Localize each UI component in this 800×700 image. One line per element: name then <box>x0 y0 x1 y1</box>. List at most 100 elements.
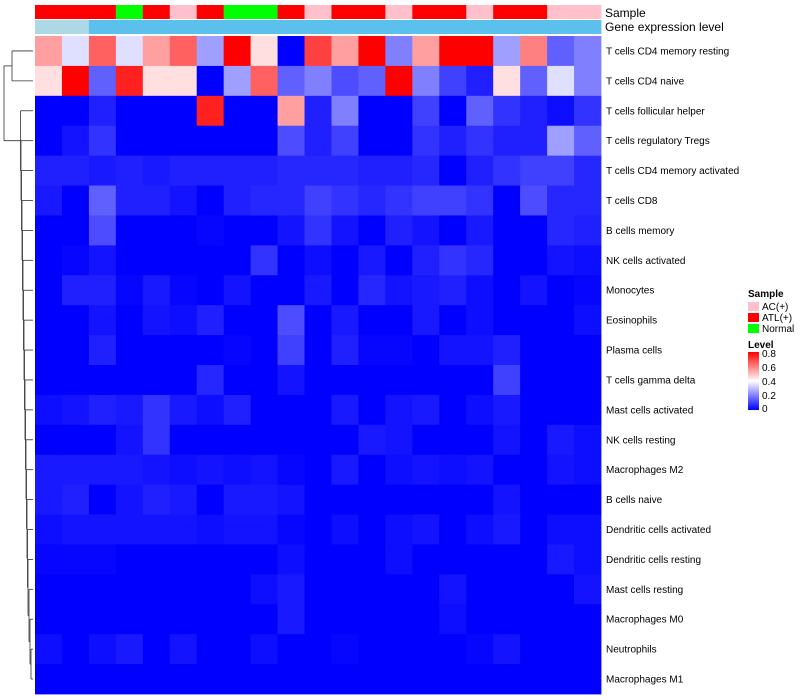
heatmap-cell-t-cells-cd8-15 <box>412 185 440 216</box>
heatmap-cell-macrophages-m0-19 <box>520 604 548 635</box>
heatmap-cell-t-cells-cd8-6 <box>169 185 198 216</box>
heatmap-cell-dendritic-cells-resting-2 <box>61 544 90 575</box>
heatmap-cell-nk-cells-activated-3 <box>88 245 117 276</box>
heatmap-cell-nk-cells-resting-7 <box>196 424 225 456</box>
heatmap-cell-t-cells-regulatory-tregs-4 <box>115 125 144 157</box>
legend-tick-0.2: 0.2 <box>762 391 776 402</box>
heatmap-cell-mast-cells-resting-13 <box>358 574 386 605</box>
heatmap-cell-t-cells-cd4-naive-11 <box>304 65 332 97</box>
heatmap-cell-nk-cells-activated-5 <box>142 245 171 276</box>
heatmap-cell-t-cells-cd4-memory-resting-19 <box>520 36 548 67</box>
heatmap-cell-macrophages-m1-16 <box>439 664 467 695</box>
expression-annotation-cell <box>466 20 494 34</box>
expression-annotation-cell <box>250 20 278 34</box>
heatmap-cell-t-cells-cd4-memory-activated-1 <box>35 155 63 186</box>
heatmap-cell-mast-cells-activated-12 <box>331 394 359 426</box>
heatmap-cell-t-cells-gamma-delta-6 <box>169 365 198 396</box>
sample-annotation-cell <box>169 5 198 19</box>
heatmap-cell-t-cells-follicular-helper-18 <box>493 95 521 127</box>
heatmap-cell-macrophages-m1-9 <box>250 664 278 695</box>
heatmap-cell-t-cells-cd4-memory-resting-2 <box>61 36 90 67</box>
heatmap-cell-b-cells-memory-10 <box>277 215 305 246</box>
row-label-t-cells-cd4-memory-resting: T cells CD4 memory resting <box>606 46 729 57</box>
legend-tick-0.8: 0.8 <box>762 349 776 360</box>
heatmap-cell-t-cells-cd4-memory-activated-4 <box>115 155 144 186</box>
heatmap-cell-t-cells-gamma-delta-3 <box>88 365 117 396</box>
heatmap-cell-eosinophils-14 <box>385 305 413 336</box>
heatmap-cell-t-cells-cd8-19 <box>520 185 548 216</box>
heatmap-cell-dendritic-cells-resting-18 <box>493 544 521 575</box>
heatmap-cell-nk-cells-resting-19 <box>520 424 548 456</box>
heatmap-cell-macrophages-m1-8 <box>223 664 252 695</box>
heatmap-cell-mast-cells-activated-2 <box>61 394 90 426</box>
heatmap-cell-monocytes-6 <box>169 275 198 306</box>
heatmap-cell-macrophages-m1-3 <box>88 664 117 695</box>
heatmap-cell-dendritic-cells-activated-19 <box>520 514 548 545</box>
heatmap-cell-macrophages-m1-13 <box>358 664 386 695</box>
row-dendrogram <box>3 50 33 680</box>
sample-annotation-cell <box>358 5 386 19</box>
legend-title-sample: Sample <box>748 289 784 300</box>
expression-annotation-cell <box>547 20 575 34</box>
heatmap-cell-b-cells-naive-13 <box>358 484 386 515</box>
heatmap-cell-neutrophils-17 <box>466 634 494 665</box>
heatmap-cell-t-cells-cd4-memory-activated-21 <box>574 155 602 186</box>
heatmap-cell-mast-cells-resting-15 <box>412 574 440 605</box>
legend-label-normal: Normal <box>762 324 794 335</box>
sample-annotation-cell <box>493 5 521 19</box>
heatmap-cell-eosinophils-6 <box>169 305 198 336</box>
heatmap-cell-nk-cells-activated-10 <box>277 245 305 276</box>
heatmap-cell-monocytes-16 <box>439 275 467 306</box>
heatmap-cell-mast-cells-resting-20 <box>547 574 575 605</box>
heatmap-cell-neutrophils-6 <box>169 634 198 665</box>
heatmap-cell-nk-cells-activated-16 <box>439 245 467 276</box>
heatmap-cell-t-cells-follicular-helper-8 <box>223 95 252 127</box>
heatmap-cell-macrophages-m1-11 <box>304 664 332 695</box>
heatmap-cell-dendritic-cells-activated-2 <box>61 514 90 545</box>
heatmap-cell-macrophages-m0-13 <box>358 604 386 635</box>
heatmap-cell-monocytes-17 <box>466 275 494 306</box>
heatmap-cell-t-cells-cd4-naive-6 <box>169 65 198 97</box>
heatmap-cell-t-cells-gamma-delta-12 <box>331 365 359 396</box>
sample-annotation-cell <box>142 5 171 19</box>
row-label-t-cells-cd8: T cells CD8 <box>606 196 658 207</box>
heatmap-cell-t-cells-cd4-memory-activated-7 <box>196 155 225 186</box>
heatmap-cell-t-cells-cd4-memory-activated-11 <box>304 155 332 186</box>
heatmap-cell-t-cells-gamma-delta-5 <box>142 365 171 396</box>
heatmap-cell-b-cells-memory-20 <box>547 215 575 246</box>
heatmap-cell-macrophages-m0-8 <box>223 604 252 635</box>
heatmap-cell-nk-cells-activated-21 <box>574 245 602 276</box>
heatmap-cell-eosinophils-16 <box>439 305 467 336</box>
heatmap-cell-macrophages-m2-19 <box>520 454 548 486</box>
heatmap-cell-neutrophils-3 <box>88 634 117 665</box>
heatmap-cell-t-cells-gamma-delta-16 <box>439 365 467 396</box>
heatmap-cell-t-cells-cd8-16 <box>439 185 467 216</box>
heatmap-cell-eosinophils-2 <box>61 305 90 336</box>
heatmap-cell-monocytes-13 <box>358 275 386 306</box>
heatmap-cell-dendritic-cells-resting-12 <box>331 544 359 575</box>
heatmap-cell-t-cells-cd8-1 <box>35 185 63 216</box>
heatmap-cell-b-cells-naive-19 <box>520 484 548 515</box>
heatmap-cell-nk-cells-resting-18 <box>493 424 521 456</box>
heatmap-cell-t-cells-cd8-3 <box>88 185 117 216</box>
heatmap-cell-dendritic-cells-activated-8 <box>223 514 252 545</box>
heatmap-cell-b-cells-memory-18 <box>493 215 521 246</box>
heatmap-cell-mast-cells-resting-6 <box>169 574 198 605</box>
heatmap-cell-macrophages-m1-2 <box>61 664 90 695</box>
heatmap-cell-plasma-cells-19 <box>520 335 548 366</box>
heatmap-cell-nk-cells-resting-9 <box>250 424 278 456</box>
row-label-mast-cells-activated: Mast cells activated <box>606 405 693 416</box>
heatmap-cell-eosinophils-19 <box>520 305 548 336</box>
heatmap-cell-t-cells-follicular-helper-2 <box>61 95 90 127</box>
heatmap-cell-macrophages-m1-15 <box>412 664 440 695</box>
heatmap-cell-monocytes-3 <box>88 275 117 306</box>
sample-annotation-cell <box>412 5 440 19</box>
heatmap-cell-eosinophils-12 <box>331 305 359 336</box>
heatmap-cell-t-cells-gamma-delta-7 <box>196 365 225 396</box>
heatmap-cell-mast-cells-resting-12 <box>331 574 359 605</box>
expression-annotation-cell <box>142 20 171 34</box>
heatmap-cell-monocytes-9 <box>250 275 278 306</box>
expression-annotation-cell <box>412 20 440 34</box>
heatmap-cell-eosinophils-17 <box>466 305 494 336</box>
sample-annotation-cell <box>385 5 413 19</box>
